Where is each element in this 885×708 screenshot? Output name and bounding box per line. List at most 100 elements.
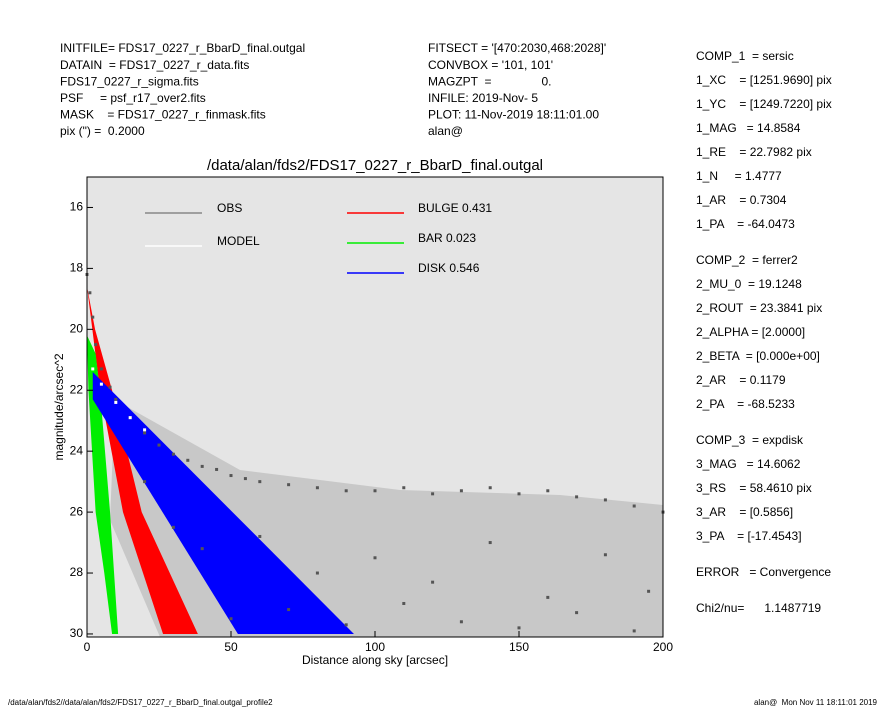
parameter-line: COMP_3 = expdisk (696, 433, 804, 447)
parameter-line: 1_XC = [1251.9690] pix (696, 73, 832, 87)
header-middle-line: INFILE: 2019-Nov- 5 (428, 91, 538, 105)
header-middle-line: PLOT: 11-Nov-2019 18:11:01.00 (428, 108, 599, 122)
header-left-line: PSF = psf_r17_over2.fits (60, 91, 206, 105)
parameter-line: 3_RS = 58.4610 pix (696, 481, 812, 495)
x-tick-label: 0 (84, 640, 91, 654)
data-point (143, 480, 147, 484)
data-point (315, 571, 319, 575)
data-point (229, 474, 233, 478)
data-point (114, 397, 118, 401)
data-point (143, 428, 147, 432)
data-point (99, 367, 103, 371)
component-band (87, 335, 119, 634)
data-point (603, 498, 607, 502)
parameter-line: 3_MAG = 14.6062 (696, 457, 801, 471)
parameter-line: 1_PA = -64.0473 (696, 217, 795, 231)
y-tick-label: 20 (70, 321, 84, 335)
data-point (647, 589, 651, 593)
data-point (402, 486, 406, 490)
data-point (575, 611, 579, 615)
data-point (171, 452, 175, 456)
data-point (431, 580, 435, 584)
parameter-line: 1_YC = [1249.7220] pix (696, 97, 832, 111)
parameter-line: ERROR = Convergence (696, 565, 831, 579)
x-tick-label: 200 (653, 640, 673, 654)
parameter-line: 2_AR = 0.1179 (696, 373, 786, 387)
data-point (373, 489, 377, 493)
parameter-line: COMP_1 = sersic (696, 49, 794, 63)
data-point (344, 623, 348, 627)
data-point (546, 595, 550, 599)
x-tick-label: 50 (224, 640, 238, 654)
data-point (99, 382, 103, 386)
component-band (87, 286, 198, 634)
data-point (258, 480, 262, 484)
footer-right: alan@ Mon Nov 11 18:11:01 2019 (754, 698, 878, 707)
parameter-line: 3_AR = [0.5856] (696, 505, 793, 519)
data-point (431, 492, 435, 496)
header-left-line: FDS17_0227_r_sigma.fits (60, 74, 199, 88)
header-left-line: DATAIN = FDS17_0227_r_data.fits (60, 58, 249, 72)
x-tick-label: 150 (509, 640, 529, 654)
data-point (229, 617, 233, 621)
data-point (603, 553, 607, 557)
data-point (344, 489, 348, 493)
legend-label: BULGE 0.431 (418, 201, 492, 215)
data-point (488, 541, 492, 545)
parameter-line: 1_N = 1.4777 (696, 169, 782, 183)
data-point (200, 547, 204, 551)
parameter-line: 1_RE = 22.7982 pix (696, 145, 812, 159)
parameter-line: 2_ALPHA = [2.0000] (696, 325, 805, 339)
parameter-line: 1_MAG = 14.8584 (696, 121, 801, 135)
header-left-line: MASK = FDS17_0227_r_finmask.fits (60, 108, 266, 122)
parameter-line: 2_BETA = [0.000e+00] (696, 349, 820, 363)
y-tick-label: 18 (70, 261, 84, 275)
y-tick-label: 16 (70, 200, 84, 214)
y-tick-label: 22 (70, 382, 84, 396)
footer-left: /data/alan/fds2//data/alan/fds2/FDS17_02… (8, 698, 273, 707)
parameter-line: 3_PA = [-17.4543] (696, 529, 802, 543)
data-point (459, 620, 463, 624)
data-point (315, 486, 319, 490)
data-point (488, 486, 492, 490)
parameter-line: 2_PA = -68.5233 (696, 397, 795, 411)
legend-label: DISK 0.546 (418, 261, 480, 275)
data-point (88, 291, 92, 295)
data-point (517, 626, 521, 630)
y-tick-label: 26 (70, 504, 84, 518)
data-point (373, 556, 377, 560)
data-point (402, 601, 406, 605)
parameter-line: 1_AR = 0.7304 (696, 193, 787, 207)
data-point (143, 431, 147, 435)
data-point (243, 477, 247, 481)
x-tick-label: 100 (365, 640, 385, 654)
data-point (186, 458, 190, 462)
data-point (632, 629, 636, 633)
data-point (215, 467, 219, 471)
data-point (157, 443, 161, 447)
legend-label: BAR 0.023 (418, 231, 476, 245)
data-point (114, 400, 118, 404)
header-middle-line: MAGZPT = 0. (428, 74, 551, 88)
x-axis-label: Distance along sky [arcsec] (302, 653, 448, 667)
data-point (258, 534, 262, 538)
legend-label: OBS (217, 201, 242, 215)
data-point (546, 489, 550, 493)
y-tick-label: 28 (70, 565, 84, 579)
data-point (287, 608, 291, 612)
header-left-line: pix (") = 0.2000 (60, 124, 145, 138)
legend-label: MODEL (217, 234, 260, 248)
y-tick-label: 30 (70, 626, 84, 640)
header-middle-line: CONVBOX = '101, 101' (428, 58, 553, 72)
data-point (287, 483, 291, 487)
data-point (200, 464, 204, 468)
component-band (92, 371, 354, 634)
data-point (91, 315, 95, 319)
chart-title: /data/alan/fds2/FDS17_0227_r_BbarD_final… (207, 157, 543, 174)
parameter-line: COMP_2 = ferrer2 (696, 253, 798, 267)
y-axis-label: magnitude/arcsec^2 (52, 353, 66, 460)
data-point (575, 495, 579, 499)
y-tick-label: 24 (70, 443, 84, 457)
header-left-line: INITFILE= FDS17_0227_r_BbarD_final.outga… (60, 41, 305, 55)
